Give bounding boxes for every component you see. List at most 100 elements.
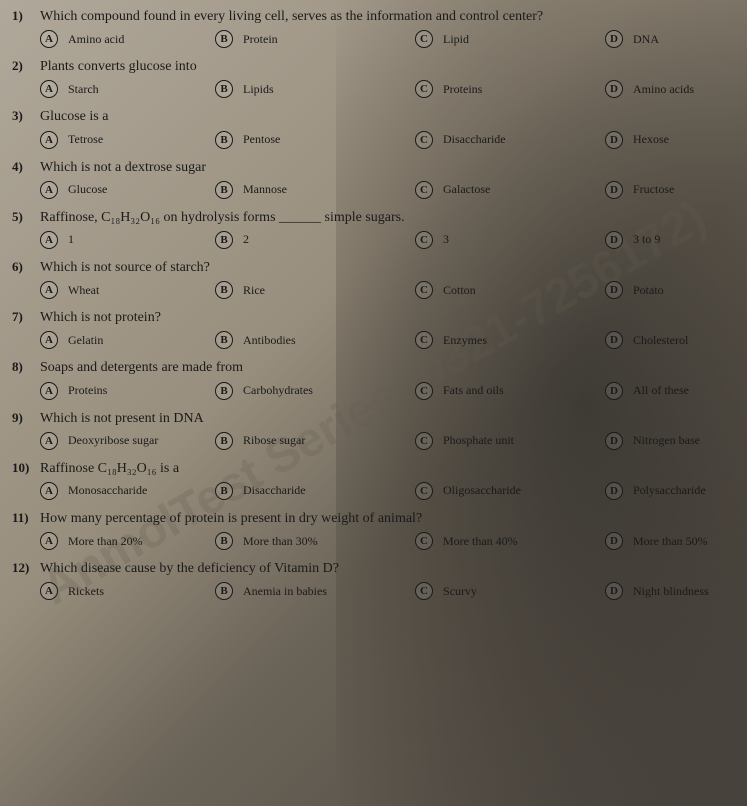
option-c[interactable]: CCotton (415, 281, 605, 299)
option-b[interactable]: BMore than 30% (215, 532, 415, 550)
option-text: More than 50% (633, 534, 708, 549)
option-a[interactable]: AMonosaccharide (40, 482, 215, 500)
option-c[interactable]: CScurvy (415, 582, 605, 600)
option-letter-circle: D (605, 532, 623, 550)
option-text: Pentose (243, 132, 280, 147)
question-header: 6)Which is not source of starch? (12, 255, 735, 277)
option-c[interactable]: CLipid (415, 30, 605, 48)
option-c[interactable]: CGalactose (415, 181, 605, 199)
option-c[interactable]: CDisaccharide (415, 131, 605, 149)
option-letter-circle: C (415, 80, 433, 98)
option-a[interactable]: AGlucose (40, 181, 215, 199)
option-text: Amino acids (633, 82, 694, 97)
option-text: All of these (633, 383, 689, 398)
option-letter-circle: D (605, 582, 623, 600)
option-letter-circle: D (605, 331, 623, 349)
option-c[interactable]: COligosaccharide (415, 482, 605, 500)
options-row: AGlucoseBMannoseCGalactoseDFructose (12, 181, 735, 199)
option-c[interactable]: C3 (415, 231, 605, 249)
option-b[interactable]: BRice (215, 281, 415, 299)
option-d[interactable]: D Polysaccharide (605, 482, 735, 500)
option-text: Ribose sugar (243, 433, 305, 448)
option-a[interactable]: AMore than 20% (40, 532, 215, 550)
option-d[interactable]: DDNA (605, 30, 735, 48)
option-d[interactable]: DCholesterol (605, 331, 735, 349)
question-header: 8)Soaps and detergents are made from (12, 355, 735, 377)
options-row: AAmino acidBProteinCLipidDDNA (12, 30, 735, 48)
option-c[interactable]: CEnzymes (415, 331, 605, 349)
option-c[interactable]: CFats and oils (415, 382, 605, 400)
option-letter-circle: C (415, 532, 433, 550)
option-a[interactable]: AStarch (40, 80, 215, 98)
question-number: 9) (12, 410, 40, 426)
option-b[interactable]: BAnemia in babies (215, 582, 415, 600)
option-d[interactable]: DFructose (605, 181, 735, 199)
option-letter-circle: D (605, 80, 623, 98)
option-b[interactable]: BPentose (215, 131, 415, 149)
option-letter-circle: B (215, 30, 233, 48)
option-b[interactable]: BMannose (215, 181, 415, 199)
option-c[interactable]: CPhosphate unit (415, 432, 605, 450)
option-b[interactable]: B2 (215, 231, 415, 249)
question-number: 10) (12, 460, 40, 476)
options-row: AProteinsBCarbohydratesCFats and oilsD Al… (12, 382, 735, 400)
option-b[interactable]: BDisaccharide (215, 482, 415, 500)
options-row: AStarchBLipidsCProteinsD Amino acids (12, 80, 735, 98)
option-a[interactable]: AAmino acid (40, 30, 215, 48)
option-letter-circle: A (40, 181, 58, 199)
option-text: Tetrose (68, 132, 103, 147)
option-text: Starch (68, 82, 99, 97)
option-a[interactable]: ADeoxyribose sugar (40, 432, 215, 450)
option-a[interactable]: AGelatin (40, 331, 215, 349)
option-text: 3 to 9 (633, 232, 660, 247)
question-header: 3)Glucose is a (12, 104, 735, 126)
option-text: Proteins (68, 383, 107, 398)
option-text: 1 (68, 232, 74, 247)
option-text: Anemia in babies (243, 584, 327, 599)
question-block: 6)Which is not source of starch? AWheatBR… (12, 255, 735, 299)
option-d[interactable]: D More than 50% (605, 532, 735, 550)
option-letter-circle: D (605, 181, 623, 199)
option-text: Hexose (633, 132, 669, 147)
question-block: 8)Soaps and detergents are made from APro… (12, 355, 735, 399)
option-b[interactable]: BAntibodies (215, 331, 415, 349)
option-text: Mannose (243, 182, 287, 197)
option-letter-circle: A (40, 131, 58, 149)
question-text: How many percentage of protein is presen… (40, 510, 422, 528)
option-b[interactable]: BCarbohydrates (215, 382, 415, 400)
question-header: 11)How many percentage of protein is pre… (12, 506, 735, 528)
option-letter-circle: D (605, 482, 623, 500)
option-a[interactable]: A1 (40, 231, 215, 249)
option-letter-circle: D (605, 382, 623, 400)
option-a[interactable]: AProteins (40, 382, 215, 400)
option-letter-circle: C (415, 231, 433, 249)
option-d[interactable]: D All of these (605, 382, 735, 400)
question-number: 12) (12, 560, 40, 576)
option-text: Rice (243, 283, 265, 298)
option-a[interactable]: ARickets (40, 582, 215, 600)
option-a[interactable]: A Tetrose (40, 131, 215, 149)
option-b[interactable]: BRibose sugar (215, 432, 415, 450)
option-b[interactable]: BLipids (215, 80, 415, 98)
option-letter-circle: D (605, 30, 623, 48)
option-d[interactable]: DNitrogen base (605, 432, 735, 450)
option-text: Fats and oils (443, 383, 504, 398)
option-b[interactable]: BProtein (215, 30, 415, 48)
option-letter-circle: A (40, 532, 58, 550)
question-number: 8) (12, 359, 40, 375)
option-d[interactable]: DPotato (605, 281, 735, 299)
option-d[interactable]: DHexose (605, 131, 735, 149)
option-c[interactable]: CMore than 40% (415, 532, 605, 550)
options-row: ADeoxyribose sugarBRibose sugarCPhosphat… (12, 432, 735, 450)
option-text: Potato (633, 283, 664, 298)
option-d[interactable]: D Amino acids (605, 80, 735, 98)
option-letter-circle: A (40, 432, 58, 450)
option-letter-circle: A (40, 281, 58, 299)
option-letter-circle: C (415, 281, 433, 299)
option-d[interactable]: DNight blindness (605, 582, 735, 600)
option-a[interactable]: AWheat (40, 281, 215, 299)
option-text: Polysaccharide (633, 483, 706, 498)
option-c[interactable]: CProteins (415, 80, 605, 98)
question-header: 1)Which compound found in every living c… (12, 4, 735, 26)
option-d[interactable]: D3 to 9 (605, 231, 735, 249)
